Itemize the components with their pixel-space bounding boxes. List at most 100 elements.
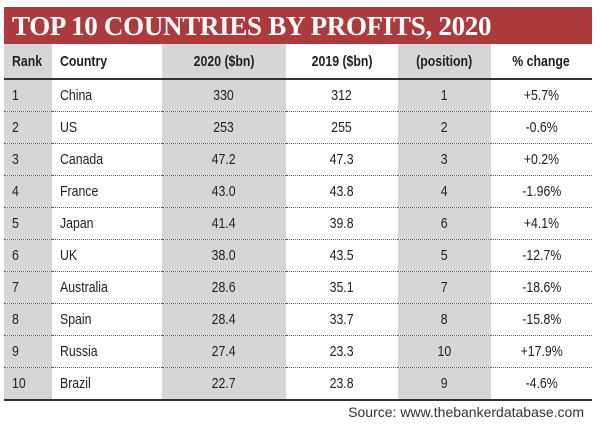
cell-pct-change: -18.6% [491, 271, 592, 304]
cell-value: 38.0 [212, 247, 236, 264]
source-note: Source: www.thebankerdatabase.com [348, 404, 584, 420]
cell-country: China [52, 79, 162, 112]
cell-value: 8 [441, 311, 448, 328]
cell-profit-2019: 23.8 [286, 367, 398, 401]
table-row: 10 Brazil 22.7 23.8 9 -4.6% [4, 367, 592, 401]
cell-value: UK [60, 247, 78, 264]
cell-position: 6 [398, 207, 491, 240]
cell-profit-2019: 43.8 [286, 175, 398, 208]
cell-value: 7 [441, 279, 448, 296]
cell-value: 2 [12, 119, 19, 136]
cell-value: Australia [60, 279, 108, 296]
cell-value: Russia [60, 343, 98, 360]
column-header-rank: Rank [4, 44, 52, 80]
table-row: 5 Japan 41.4 39.8 6 +4.1% [4, 207, 592, 240]
cell-value: 1 [441, 87, 448, 104]
cell-profit-2019: 33.7 [286, 303, 398, 336]
column-header-profit-2020: 2020 ($bn) [162, 44, 286, 80]
cell-position: 4 [398, 175, 491, 208]
cell-value: 23.3 [330, 343, 354, 360]
table-row: 8 Spain 28.4 33.7 8 -15.8% [4, 303, 592, 336]
cell-value: 43.8 [330, 183, 354, 200]
column-header-label: Country [60, 52, 108, 70]
cell-value: US [60, 119, 78, 136]
cell-value: -1.96% [522, 183, 561, 200]
cell-value: 41.4 [212, 215, 236, 232]
cell-value: 33.7 [330, 311, 354, 328]
cell-profit-2019: 47.3 [286, 143, 398, 176]
cell-rank: 1 [4, 79, 52, 112]
cell-value: 23.8 [330, 375, 354, 392]
cell-profit-2019: 255 [286, 111, 398, 144]
cell-value: 255 [331, 119, 353, 136]
cell-value: 35.1 [330, 279, 354, 296]
column-header-position: (position) [398, 44, 491, 80]
cell-value: 9 [441, 375, 448, 392]
cell-country: US [52, 111, 162, 144]
cell-value: 43.5 [330, 247, 354, 264]
cell-value: 5 [12, 215, 19, 232]
column-header-label: Rank [12, 52, 43, 70]
cell-value: 10 [12, 375, 26, 392]
cell-value: 27.4 [212, 343, 236, 360]
cell-value: 3 [441, 151, 448, 168]
cell-value: 253 [213, 119, 235, 136]
header-row: Rank Country 2020 ($bn) 2019 ($bn) (position… [4, 44, 592, 80]
cell-value: 43.0 [212, 183, 236, 200]
cell-value: +0.2% [523, 151, 560, 168]
table-row: 4 France 43.0 43.8 4 -1.96% [4, 175, 592, 208]
cell-position: 7 [398, 271, 491, 304]
cell-country: Australia [52, 271, 162, 304]
cell-pct-change: +17.9% [491, 335, 592, 368]
cell-profit-2020: 28.4 [162, 303, 286, 336]
table-title: TOP 10 COUNTRIES BY PROFITS, 2020 [4, 7, 592, 44]
cell-value: 7 [12, 279, 19, 296]
cell-position: 10 [398, 335, 491, 368]
cell-value: Canada [60, 151, 104, 168]
cell-profit-2020: 253 [162, 111, 286, 144]
cell-position: 9 [398, 367, 491, 401]
cell-value: 47.3 [330, 151, 354, 168]
cell-pct-change: -0.6% [491, 111, 592, 144]
column-header-profit-2019: 2019 ($bn) [286, 44, 398, 80]
cell-pct-change: -12.7% [491, 239, 592, 272]
cell-pct-change: +5.7% [491, 79, 592, 112]
column-header-pct-change: % change [491, 44, 592, 80]
column-header-label: (position) [416, 52, 473, 70]
cell-profit-2020: 27.4 [162, 335, 286, 368]
cell-value: -0.6% [525, 119, 558, 136]
cell-value: 8 [12, 311, 19, 328]
cell-value: 312 [331, 87, 353, 104]
cell-value: 330 [213, 87, 235, 104]
column-header-label: 2019 ($bn) [311, 52, 373, 70]
table-row: 3 Canada 47.2 47.3 3 +0.2% [4, 143, 592, 176]
cell-value: 22.7 [212, 375, 236, 392]
column-header-country: Country [52, 44, 162, 80]
cell-rank: 7 [4, 271, 52, 304]
cell-country: Spain [52, 303, 162, 336]
cell-profit-2019: 23.3 [286, 335, 398, 368]
cell-profit-2019: 39.8 [286, 207, 398, 240]
cell-value: -18.6% [522, 279, 561, 296]
cell-value: Brazil [60, 375, 91, 392]
cell-profit-2019: 312 [286, 79, 398, 112]
cell-country: Russia [52, 335, 162, 368]
cell-position: 8 [398, 303, 491, 336]
table-row: 2 US 253 255 2 -0.6% [4, 111, 592, 144]
cell-value: China [60, 87, 93, 104]
cell-value: 47.2 [212, 151, 236, 168]
cell-pct-change: +4.1% [491, 207, 592, 240]
cell-value: 4 [12, 183, 19, 200]
cell-profit-2020: 38.0 [162, 239, 286, 272]
cell-rank: 4 [4, 175, 52, 208]
cell-value: -15.8% [522, 311, 561, 328]
cell-country: UK [52, 239, 162, 272]
cell-value: +4.1% [523, 215, 560, 232]
cell-pct-change: +0.2% [491, 143, 592, 176]
cell-profit-2020: 28.6 [162, 271, 286, 304]
profits-table: Rank Country 2020 ($bn) 2019 ($bn) (position… [4, 44, 592, 401]
cell-value: -4.6% [525, 375, 558, 392]
cell-value: +5.7% [523, 87, 560, 104]
cell-value: Japan [60, 215, 94, 232]
cell-value: 4 [441, 183, 448, 200]
